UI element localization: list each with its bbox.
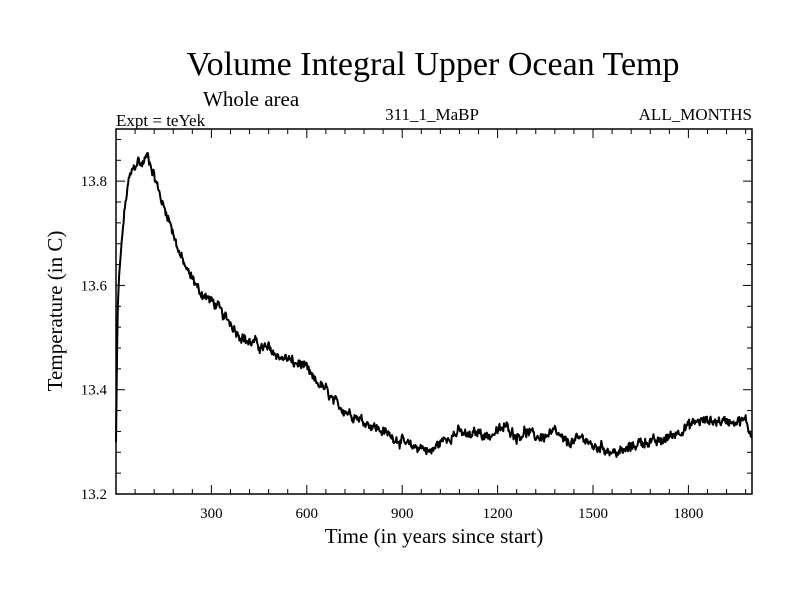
experiment-label: Expt = teYek: [116, 111, 206, 130]
axis-tick-labels: 300 600 900 1200 1500 1800 13.2 13.4 13.6 13.8: [81, 174, 704, 522]
run-id-label: 311_1_MaBP: [385, 105, 479, 124]
x-tick-label: 600: [296, 506, 319, 522]
y-tick-label: 13.4: [81, 383, 108, 399]
x-tick-label: 1200: [483, 506, 513, 522]
x-axis-label: Time (in years since start): [325, 524, 544, 548]
x-tick-label: 1800: [673, 506, 703, 522]
temperature-series-line: [115, 151, 753, 458]
y-tick-label: 13.6: [81, 278, 108, 294]
y-tick-label: 13.2: [81, 487, 107, 503]
y-tick-label: 13.8: [81, 174, 107, 190]
chart-title: Volume Integral Upper Ocean Temp: [187, 46, 680, 83]
plot-frame: [115, 128, 753, 495]
x-tick-label: 1500: [578, 506, 608, 522]
months-label: ALL_MONTHS: [639, 105, 752, 124]
x-tick-label: 900: [391, 506, 414, 522]
y-axis-label: Temperature (in C): [43, 231, 67, 392]
chart-subtitle: Whole area: [203, 87, 300, 111]
x-tick-label: 300: [200, 506, 223, 522]
